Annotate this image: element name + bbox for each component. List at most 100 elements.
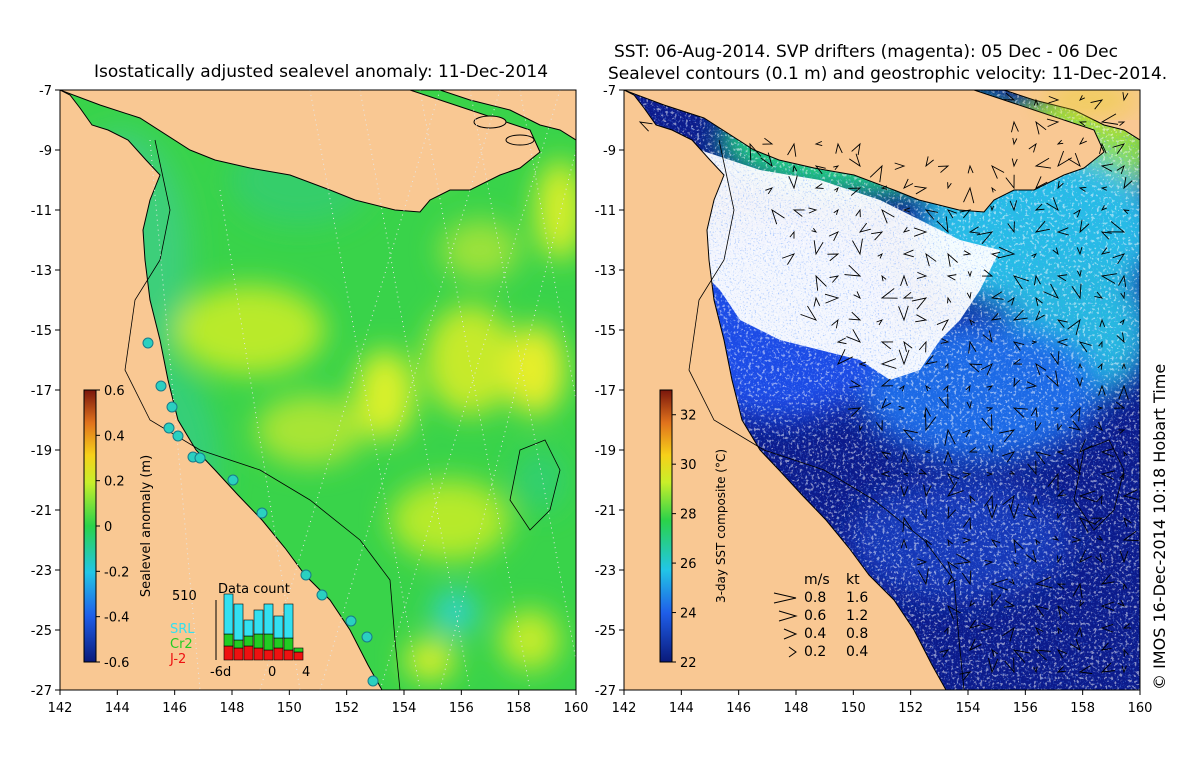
sla-y-tick-label: -17 bbox=[31, 384, 52, 399]
sst-x-tick-label: 142 bbox=[612, 701, 637, 716]
sla-colorbar-tick-label: 0.6 bbox=[104, 384, 125, 399]
sst-colorbar-label: 3-day SST composite (°C) bbox=[714, 449, 728, 603]
land-mask bbox=[60, 90, 576, 690]
sla-x-tick-label: 146 bbox=[162, 701, 187, 716]
data-count-bar bbox=[233, 647, 244, 661]
data-count-max: 510 bbox=[172, 589, 197, 604]
sst-shelf-contour bbox=[688, 139, 965, 690]
sst-colorbar-tick-label: 22 bbox=[680, 656, 697, 671]
velocity-legend-kt: 0.8 bbox=[846, 626, 868, 642]
sla-axis-ticks: 142 144 146 148 150 152 154 156 158 160 -7 -9 -11 -13… bbox=[31, 84, 589, 716]
sst-map-title-line2: Sealevel contours (0.1 m) and geostrophi… bbox=[608, 64, 1168, 84]
shelf-contour bbox=[124, 139, 401, 690]
data-count-bar bbox=[233, 639, 244, 649]
velocity-legend-header-kt: kt bbox=[846, 572, 860, 588]
sla-colorbar-label: Sealevel anomaly (m) bbox=[139, 455, 154, 597]
sst-x-tick-label: 160 bbox=[1128, 701, 1153, 716]
data-count-bar bbox=[293, 647, 304, 653]
sla-y-tick-label: -21 bbox=[31, 504, 52, 519]
velocity-legend-kt: 1.6 bbox=[846, 590, 868, 606]
sla-colorbar-tick-label: -0.2 bbox=[104, 565, 129, 580]
data-count-bar bbox=[283, 603, 294, 639]
data-count-bar bbox=[243, 619, 254, 637]
data-count-bar bbox=[263, 649, 274, 661]
velocity-legend-arrow bbox=[788, 646, 797, 658]
geostrophic-velocity-vectors bbox=[638, 92, 1139, 681]
data-count-bar bbox=[243, 635, 254, 647]
sst-x-tick-label: 148 bbox=[784, 701, 809, 716]
sst-y-tick-label: -25 bbox=[595, 624, 616, 639]
sst-x-tick-label: 158 bbox=[1070, 701, 1095, 716]
sst-colorbar-tick-label: 24 bbox=[680, 607, 697, 622]
sst-y-tick-label: -15 bbox=[595, 324, 616, 339]
sst-x-tick-label: 156 bbox=[1013, 701, 1038, 716]
velocity-legend-header-ms: m/s bbox=[804, 572, 830, 588]
sst-x-tick-label: 152 bbox=[898, 701, 923, 716]
altimeter-tracks bbox=[149, 90, 576, 690]
sla-y-tick-label: -13 bbox=[31, 264, 52, 279]
sla-colorbar-tick-label: -0.4 bbox=[104, 611, 129, 626]
sla-colorbar bbox=[83, 389, 97, 663]
data-count-xlabel-end: 4 bbox=[302, 665, 310, 680]
imos-credit: © IMOS 16-Dec-2014 10:18 Hobart Time bbox=[1150, 363, 1169, 690]
data-count-bar bbox=[273, 647, 284, 661]
velocity-legend-kt: 1.2 bbox=[846, 608, 868, 624]
data-count-bar bbox=[273, 637, 284, 649]
data-count-bar bbox=[253, 609, 264, 635]
data-count-bar bbox=[263, 633, 274, 651]
sst-axis-ticks: 142 144 146 148 150 152 154 156 158 160 -7 -9 -11 -13… bbox=[595, 84, 1153, 716]
sst-colorbar-tick-label: 30 bbox=[680, 458, 697, 473]
data-count-bar bbox=[283, 649, 294, 661]
sst-colorbar-tick-label: 32 bbox=[680, 409, 697, 424]
data-count-bar bbox=[223, 593, 234, 635]
sla-x-tick-label: 148 bbox=[220, 701, 245, 716]
sla-colorbar-tick-label: -0.6 bbox=[104, 656, 129, 671]
data-count-xlabel-start: -6d bbox=[210, 665, 231, 680]
reef-contour bbox=[509, 439, 561, 531]
sla-x-tick-label: 142 bbox=[48, 701, 73, 716]
tide-gauges bbox=[142, 337, 379, 687]
velocity-legend-arrow bbox=[773, 592, 797, 604]
sla-y-tick-label: -27 bbox=[31, 684, 52, 699]
sla-map[interactable] bbox=[50, 90, 585, 690]
sst-y-tick-label: -11 bbox=[595, 204, 616, 219]
data-count-bar bbox=[253, 647, 264, 661]
sst-y-tick-label: -21 bbox=[595, 504, 616, 519]
sst-y-tick-label: -23 bbox=[595, 564, 616, 579]
sla-x-tick-label: 150 bbox=[277, 701, 302, 716]
sla-x-tick-label: 156 bbox=[449, 701, 474, 716]
velocity-legend: m/s kt 0.8 1.6 0.6 1.2 0.4 0.8 0.2 0.4 bbox=[773, 572, 868, 660]
velocity-legend-arrow bbox=[783, 628, 798, 640]
sst-x-tick-label: 146 bbox=[726, 701, 751, 716]
sla-colorbar-tick-label: 0 bbox=[104, 520, 112, 535]
data-count-legend-cr2: Cr2 bbox=[170, 637, 193, 652]
velocity-legend-kt: 0.4 bbox=[846, 644, 868, 660]
data-count-legend-srl: SRL bbox=[170, 622, 195, 637]
sst-y-tick-label: -13 bbox=[595, 264, 616, 279]
sst-colorbar-ticks: 32 30 28 26 24 22 bbox=[672, 409, 697, 671]
velocity-legend-ms: 0.2 bbox=[804, 644, 826, 660]
data-count-bar bbox=[223, 645, 234, 661]
sst-y-tick-label: -9 bbox=[603, 144, 616, 159]
sst-y-tick-label: -17 bbox=[595, 384, 616, 399]
sst-map[interactable] bbox=[624, 80, 1160, 690]
sla-x-tick-label: 144 bbox=[105, 701, 130, 716]
sla-colorbar-tick-label: 0.4 bbox=[104, 429, 125, 444]
sst-map-title-line1: SST: 06-Aug-2014. SVP drifters (magenta)… bbox=[614, 42, 1118, 62]
velocity-legend-arrow bbox=[778, 610, 798, 622]
sla-y-tick-label: -11 bbox=[31, 204, 52, 219]
sla-x-tick-label: 152 bbox=[334, 701, 359, 716]
sla-colorbar-tick-label: 0.2 bbox=[104, 475, 125, 490]
sla-y-tick-label: -23 bbox=[31, 564, 52, 579]
data-count-bar bbox=[293, 651, 304, 661]
sst-x-tick-label: 150 bbox=[841, 701, 866, 716]
data-count-bar bbox=[253, 633, 264, 649]
sst-y-tick-label: -7 bbox=[603, 84, 616, 99]
data-count-bar bbox=[283, 637, 294, 651]
data-count-xlabel-mid: 0 bbox=[268, 665, 276, 680]
sla-x-tick-label: 158 bbox=[506, 701, 531, 716]
data-count-bar bbox=[273, 615, 284, 639]
sst-y-tick-label: -27 bbox=[595, 684, 616, 699]
sla-x-tick-label: 160 bbox=[564, 701, 589, 716]
